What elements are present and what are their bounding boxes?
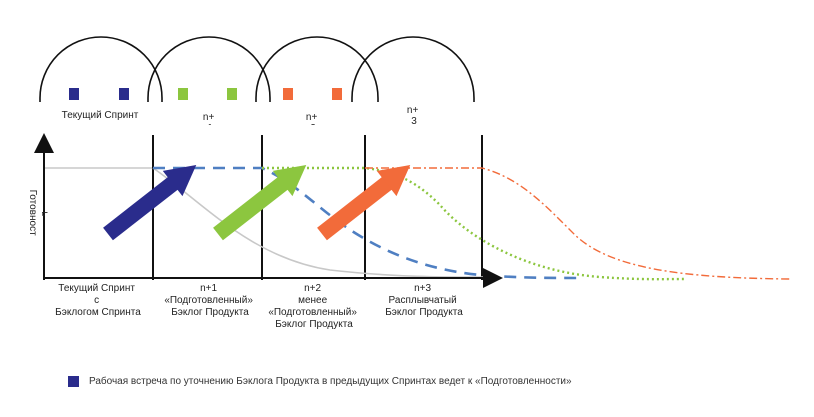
column-label-line: n+2 <box>304 283 321 294</box>
column-label-n1: n+1 «Подготовленный» Бэклог Продукта <box>164 283 255 318</box>
column-label-line: Расплывчатый <box>389 295 457 306</box>
sprint-arcs <box>39 36 475 102</box>
column-labels: Текущий Спринт с Бэклогом Спринта n+1 «П… <box>55 283 463 330</box>
header-label-current: Текущий Спринт <box>62 110 139 121</box>
y-axis-label: Готовност ь <box>27 190 50 239</box>
column-label-line: Бэклог Продукта <box>171 307 249 318</box>
y-axis-label-line: ь <box>39 211 50 216</box>
item-square <box>69 88 79 100</box>
sprint-arc-n3 <box>351 36 475 102</box>
column-label-line: n+1 <box>200 283 217 294</box>
item-square <box>119 88 129 100</box>
header-label-n3: n+ 3 <box>407 105 421 127</box>
grey-readiness-curve <box>152 167 491 278</box>
arrow-dark-blue <box>103 165 197 241</box>
sprint-separators <box>152 135 483 280</box>
readiness-arrows <box>103 165 411 241</box>
arrow-orange <box>317 165 411 241</box>
header-label-n2-line: n+ <box>306 112 318 123</box>
item-square <box>227 88 237 100</box>
column-label-line: «Подготовленный» <box>268 307 357 318</box>
sprint-arc-current <box>39 36 163 102</box>
legend-text: Рабочая встреча по уточнению Бэклога Про… <box>89 376 572 387</box>
header-label-n3-line: 3 <box>411 116 417 127</box>
column-label-line: с <box>94 295 99 306</box>
green-readiness-curve <box>262 166 686 281</box>
legend: Рабочая встреча по уточнению Бэклога Про… <box>68 376 572 387</box>
blue-readiness-curve <box>153 166 581 280</box>
item-square <box>178 88 188 100</box>
orange-readiness-curve <box>365 167 791 280</box>
column-label-n2: n+2 менее «Подготовленный» Бэклог Продук… <box>268 283 359 330</box>
sprint-arc-n2 <box>255 36 379 102</box>
y-axis-label-line: Готовност <box>27 190 38 237</box>
item-square <box>332 88 342 100</box>
column-label-n3: n+3 Расплывчатый Бэклог Продукта <box>385 283 463 318</box>
column-label-line: менее <box>298 295 328 306</box>
column-label-line: Бэклогом Спринта <box>55 307 141 318</box>
sprint-arc-n1 <box>147 36 271 102</box>
arrow-green <box>213 165 307 241</box>
column-label-line: «Подготовленный» <box>164 295 253 306</box>
header-label-n1-line: n+ <box>203 112 215 123</box>
header-label-n3-line: n+ <box>407 105 419 116</box>
column-label-line: Бэклог Продукта <box>385 307 463 318</box>
column-label-current: Текущий Спринт с Бэклогом Спринта <box>55 283 141 318</box>
column-label-line: n+3 <box>414 283 431 294</box>
square-icon <box>68 376 79 387</box>
column-label-line: Бэклог Продукта <box>275 319 353 330</box>
sprint-items <box>69 88 342 100</box>
item-square <box>283 88 293 100</box>
column-label-line: Текущий Спринт <box>58 283 135 294</box>
